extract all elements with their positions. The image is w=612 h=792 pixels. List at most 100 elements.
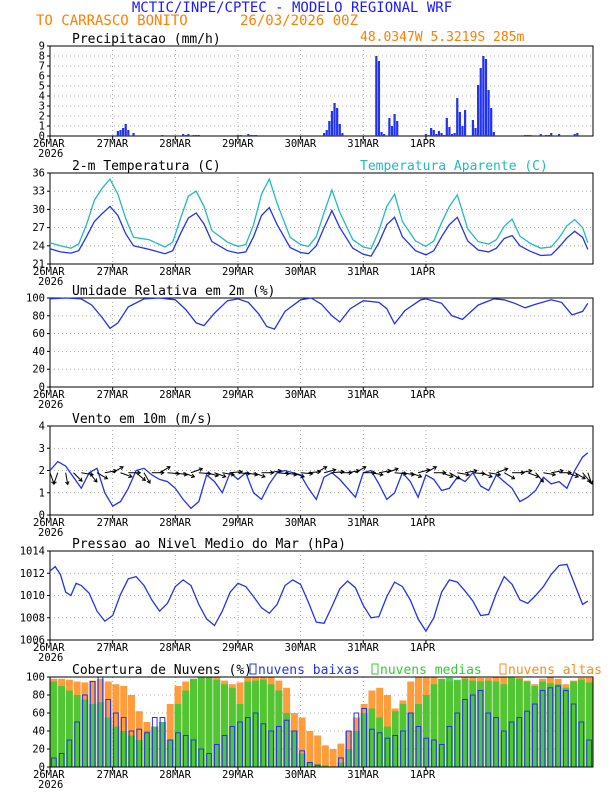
wind-arrow: [53, 472, 59, 485]
cloud-bar-nuvens-altas: [298, 717, 306, 767]
cloud-bar-nuvens-medias: [577, 679, 585, 767]
rh-series-0: [49, 297, 589, 330]
pres-ytick-label: 1012: [20, 568, 45, 580]
precip-day-label: 29MAR: [222, 138, 254, 150]
cloud-bar-nuvens-medias: [267, 684, 275, 767]
wind-arrow: [587, 472, 593, 485]
wind-arrow: [425, 466, 437, 474]
wind-arrow: [159, 466, 171, 474]
wind-arrow: [292, 472, 305, 478]
cloud-bar-nuvens-medias: [414, 704, 422, 767]
wind-arrow-head: [528, 468, 533, 474]
precip-bar: [437, 131, 441, 136]
wind-arrow-head: [93, 478, 98, 483]
temp-ytick-label: 36: [32, 168, 45, 180]
wind-arrow: [190, 468, 203, 474]
wind-ytick-label: 0: [39, 510, 45, 522]
wind-arrow: [222, 472, 235, 476]
precip-bar: [524, 135, 527, 136]
cloud-bar-nuvens-medias: [570, 681, 578, 767]
wind-arrow: [535, 472, 544, 483]
precip-day-label: 31MAR: [347, 138, 379, 150]
cloud-day-label: 31MAR: [347, 769, 379, 781]
panel-pres: [47, 550, 594, 644]
wind-arrow-head: [488, 473, 493, 479]
wind-arrow: [574, 472, 586, 480]
cloud-bar-nuvens-medias: [120, 731, 128, 767]
cloud-bar-nuvens-altas: [306, 731, 314, 767]
wind-ytick-label: 4: [39, 421, 45, 433]
wind-arrow: [175, 472, 188, 476]
wind-arrow: [143, 472, 151, 484]
rh-ytick-label: 100: [26, 293, 45, 305]
cloud-bar-nuvens-medias: [321, 765, 329, 767]
wind-arrow-head: [78, 477, 83, 482]
rh-ytick-label: 40: [32, 346, 45, 358]
wind-arrow: [371, 472, 384, 476]
precip-bar: [119, 130, 122, 136]
precip-bar: [249, 135, 253, 136]
cloud-bar-nuvens-medias: [345, 749, 353, 767]
wind-arrow: [323, 469, 336, 474]
precip-bar: [124, 124, 127, 136]
wind-arrow: [300, 472, 313, 475]
wind-arrow-head: [574, 473, 580, 479]
pres-day-label: 28MAR: [159, 642, 191, 654]
precip-bar: [544, 135, 548, 136]
header-run: 26/03/2026 00Z: [240, 13, 358, 29]
precip-ytick-label: 4: [39, 91, 45, 103]
wind-arrow: [206, 472, 219, 477]
cloud-bar-nuvens-altas: [112, 684, 120, 767]
wind-arrow: [386, 468, 399, 474]
wind-ytick-label: 3: [39, 443, 45, 455]
cloud-bar-nuvens-medias: [477, 681, 485, 767]
panel-temp: [47, 172, 594, 268]
precip-day-label: 1APR: [410, 138, 436, 150]
cloud-bar-nuvens-medias: [221, 684, 229, 767]
cloud-bar-nuvens-medias: [306, 762, 314, 767]
rh-day-label: 1APR: [410, 389, 436, 401]
rh-day-label: 26MAR: [33, 389, 65, 401]
precip-bar: [430, 128, 433, 136]
cloud-legend-label: nuvens medias: [380, 663, 482, 678]
cloud-bar-nuvens-medias: [252, 680, 260, 767]
wind-arrow-head: [230, 472, 236, 477]
pres-day-label: 1APR: [410, 642, 436, 654]
precip-bar: [383, 134, 386, 136]
precip-bar: [461, 126, 464, 136]
header-title: MCTIC/INPE/CPTEC - MODELO REGIONAL WRF: [132, 0, 452, 16]
precip-bar: [479, 68, 482, 136]
wind-arrow-head: [456, 475, 461, 480]
cloud-bar-nuvens-medias: [190, 678, 197, 767]
cloud-bar-nuvens-medias: [539, 681, 547, 767]
precip-day-label: 30MAR: [285, 138, 317, 150]
cloud-bar-nuvens-medias: [73, 695, 81, 767]
precip-ytick-label: 1: [39, 121, 45, 133]
precip-bar: [333, 103, 336, 136]
temp-day-label: 1APR: [410, 266, 436, 278]
precip-bar: [463, 110, 467, 136]
precip-bar: [375, 56, 378, 136]
wind-arrow-head: [559, 468, 564, 474]
wind-arrow-head: [504, 467, 509, 472]
wind-arrow: [496, 468, 508, 474]
wind-day-label: 28MAR: [159, 517, 191, 529]
cloud-bar-nuvens-medias: [407, 713, 415, 767]
cloud-bar-nuvens-medias: [368, 708, 376, 767]
pres-ytick-label: 1010: [20, 590, 45, 602]
precip-bar: [484, 59, 488, 136]
precip-bar: [388, 118, 391, 136]
wind-day-label: 31MAR: [347, 517, 379, 529]
cloud-frame-top: [49, 676, 594, 768]
wind-year-label: 2026: [38, 527, 63, 539]
wind-arrow-head: [317, 469, 322, 475]
rh-day-label: 27MAR: [97, 389, 129, 401]
temp-day-label: 26MAR: [33, 266, 65, 278]
cloud-bar-nuvens-medias: [166, 740, 174, 767]
pres-series-0: [49, 563, 589, 633]
cloud-ytick-label: 100: [26, 672, 45, 684]
wind-arrow-head: [465, 472, 471, 477]
cloud-bar-nuvens-medias: [438, 678, 446, 767]
pres-title: Pressao ao Nivel Medio do Mar (hPa): [72, 537, 346, 552]
